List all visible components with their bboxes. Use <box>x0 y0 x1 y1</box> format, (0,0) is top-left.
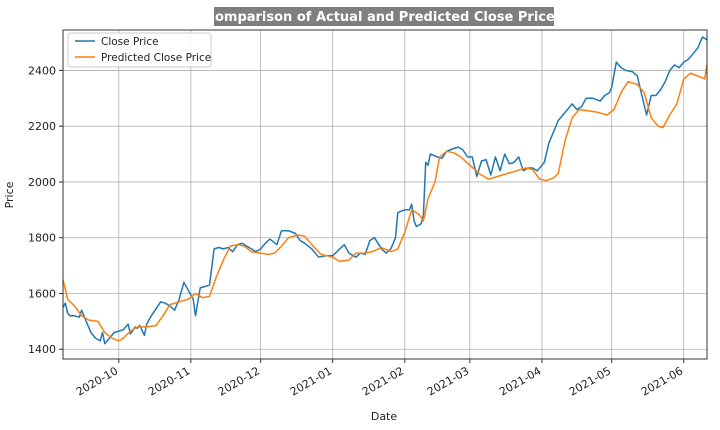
y-tick-label: 2200 <box>28 120 56 133</box>
ticks: 1400 1600 1800 2000 2200 2400 2020-10 2020-11 20… <box>28 64 685 398</box>
x-tick-label: 2021-01 <box>288 364 334 398</box>
y-axis-label: Price <box>3 181 16 208</box>
plot-frame <box>62 29 708 360</box>
grid <box>63 30 707 359</box>
y-tick-label: 2000 <box>28 176 56 189</box>
y-tick-label: 2400 <box>28 64 56 77</box>
x-axis-label: Date <box>371 410 398 423</box>
y-tick-label: 1400 <box>28 343 56 356</box>
x-tick-label: 2020-11 <box>146 364 192 398</box>
y-tick-label: 1600 <box>28 287 56 300</box>
series-layer <box>62 36 708 345</box>
series-predicted-close-line <box>62 64 708 342</box>
series-close-price-line <box>62 36 708 345</box>
x-tick-label: 2020-12 <box>216 364 262 398</box>
legend-label-close: Close Price <box>101 36 159 48</box>
legend: Close Price Predicted Close Price <box>67 32 212 68</box>
x-tick-label: 2020-10 <box>74 364 120 398</box>
x-tick-label: 2021-02 <box>360 364 406 398</box>
legend-box <box>67 32 212 68</box>
chart-title-box <box>214 7 554 26</box>
x-tick-label: 2021-06 <box>639 364 685 398</box>
legend-label-predicted: Predicted Close Price <box>101 52 211 64</box>
chart-title: Comparison of Actual and Predicted Close… <box>205 10 562 25</box>
x-tick-label: 2021-03 <box>425 364 471 398</box>
x-tick-label: 2021-05 <box>567 364 613 398</box>
y-tick-label: 1800 <box>28 232 56 245</box>
x-tick-label: 2021-04 <box>497 364 543 398</box>
